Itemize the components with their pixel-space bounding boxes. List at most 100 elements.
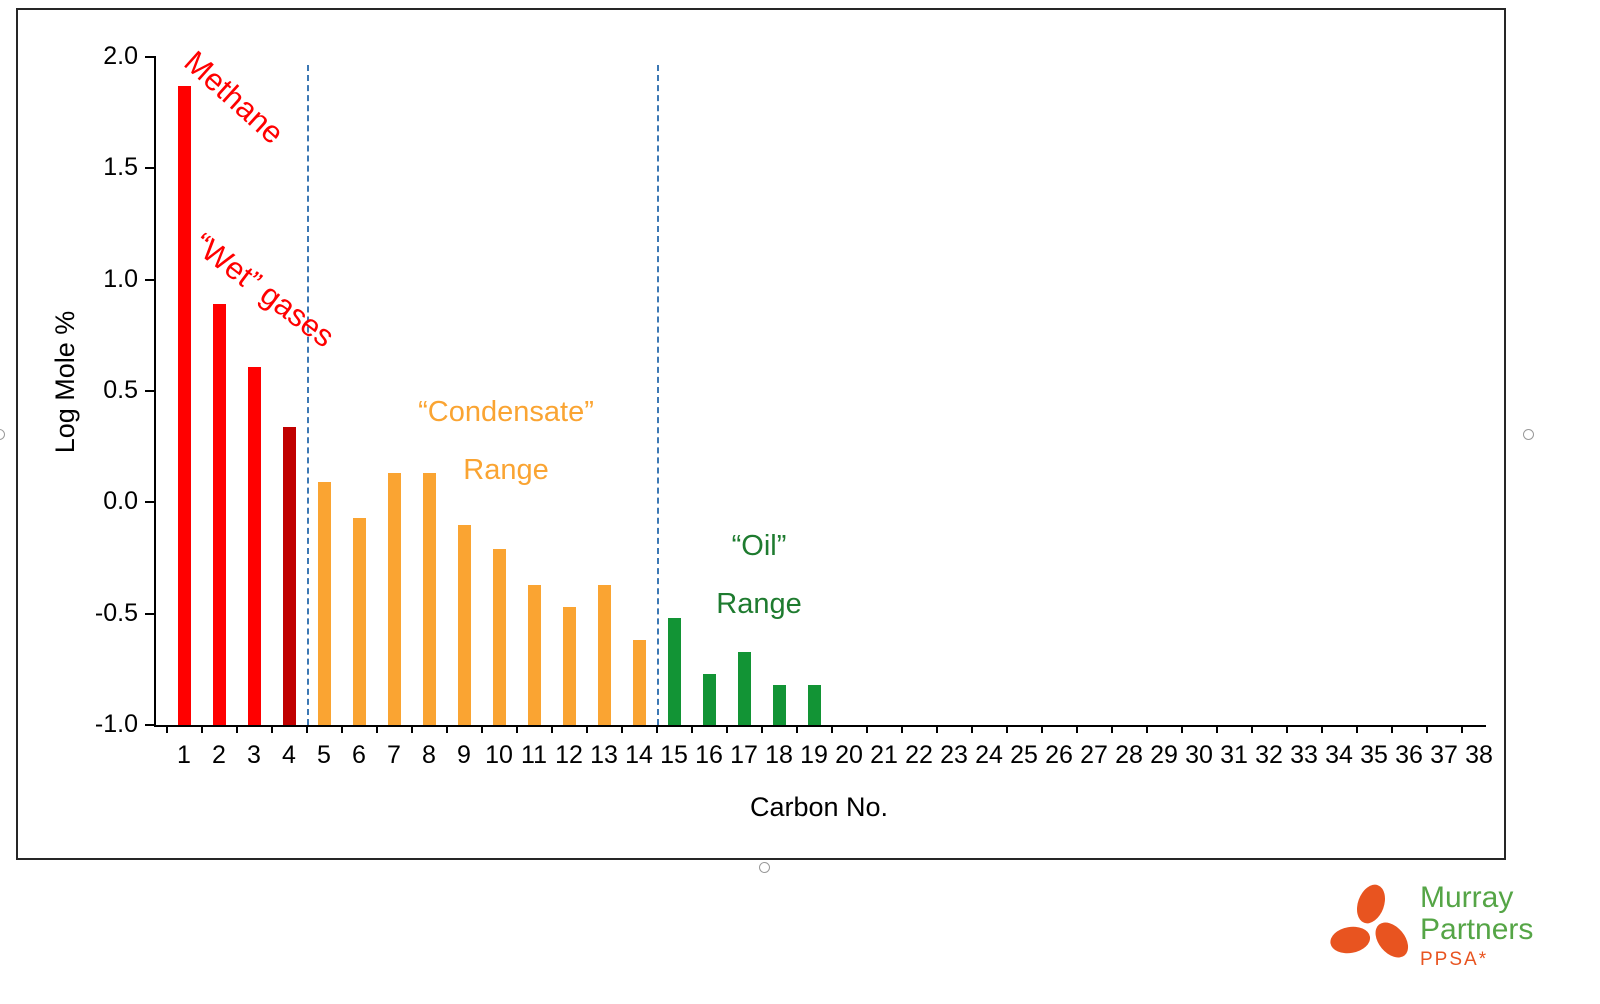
bar-c4 xyxy=(282,426,296,725)
x-axis-tick xyxy=(655,725,658,733)
y-tick-label: 2.0 xyxy=(103,42,138,70)
y-tick-label: 0.5 xyxy=(103,376,138,404)
logo-name-line1: Murray xyxy=(1420,881,1514,914)
bar-c1 xyxy=(177,85,191,725)
logo-murray-partners: Murray Partners PPSA* xyxy=(1330,882,1533,971)
x-tick-label: 6 xyxy=(352,741,366,769)
x-axis-tick xyxy=(1425,725,1428,733)
y-axis-title: Log Mole % xyxy=(50,310,80,454)
y-tick-label: -1.0 xyxy=(94,710,138,738)
x-axis-tick xyxy=(1005,725,1008,733)
x-axis-tick xyxy=(1320,725,1323,733)
annotation-condensate-range: “Condensate” Range xyxy=(394,383,618,499)
x-axis-tick xyxy=(445,725,448,733)
logo-name-line2: Partners xyxy=(1420,912,1534,946)
x-tick-label: 15 xyxy=(660,741,688,769)
x-axis-tick xyxy=(1355,725,1358,733)
x-axis-tick xyxy=(375,725,378,733)
x-axis-tick xyxy=(165,725,168,733)
y-axis-tick xyxy=(145,56,156,58)
x-axis-tick xyxy=(830,725,833,733)
y-axis-tick xyxy=(145,390,156,392)
bar-c14 xyxy=(632,640,646,725)
x-axis-tick xyxy=(270,725,273,733)
y-axis-tick xyxy=(145,724,156,726)
x-tick-label: 5 xyxy=(317,741,331,769)
bar-c19 xyxy=(807,684,821,725)
resize-handle-bottom[interactable] xyxy=(759,862,770,873)
y-axis-tick xyxy=(145,167,156,170)
x-axis-tick xyxy=(795,725,798,733)
x-tick-label: 18 xyxy=(765,741,793,769)
x-axis-tick xyxy=(410,725,413,733)
x-tick-label: 16 xyxy=(695,741,723,769)
x-tick-label: 27 xyxy=(1080,741,1108,769)
x-axis-tick xyxy=(305,725,308,733)
x-tick-label: 19 xyxy=(800,741,828,769)
x-axis-tick xyxy=(900,725,903,733)
x-axis-tick xyxy=(935,725,938,733)
x-tick-label: 24 xyxy=(975,741,1003,769)
x-tick-label: 36 xyxy=(1395,741,1423,769)
x-tick-label: 1 xyxy=(177,741,191,769)
y-tick-label: 1.0 xyxy=(103,264,138,293)
x-axis-tick xyxy=(1040,725,1043,733)
x-axis-tick xyxy=(620,725,623,733)
x-tick-label: 34 xyxy=(1325,741,1353,769)
x-tick-label: 22 xyxy=(905,741,933,769)
x-axis-tick xyxy=(1180,725,1183,733)
x-axis-tick xyxy=(1250,725,1253,733)
x-tick-label: 32 xyxy=(1255,741,1283,769)
x-tick-label: 31 xyxy=(1220,741,1248,769)
x-axis-tick xyxy=(760,725,763,733)
annotation-oil-range: “Oil” Range xyxy=(679,517,839,633)
x-axis-tick xyxy=(1390,725,1393,733)
bar-c17 xyxy=(737,651,751,725)
x-axis-tick xyxy=(865,725,868,733)
x-tick-label: 25 xyxy=(1010,741,1038,769)
x-tick-label: 23 xyxy=(940,741,968,769)
x-axis-tick xyxy=(515,725,518,733)
x-axis-tick xyxy=(200,725,203,733)
y-axis-tick xyxy=(145,612,156,615)
x-axis-tick xyxy=(340,725,343,733)
x-axis-tick xyxy=(1110,725,1113,733)
x-axis-title: Carbon No. xyxy=(749,792,889,822)
x-tick-label: 13 xyxy=(590,741,618,769)
bar-c8 xyxy=(422,473,436,725)
y-axis-tick xyxy=(145,501,156,504)
logo-subtitle: PPSA* xyxy=(1420,948,1489,970)
bar-c15 xyxy=(667,618,681,725)
x-tick-label: 11 xyxy=(521,741,547,769)
bar-c11 xyxy=(527,584,541,725)
bar-c13 xyxy=(597,584,611,725)
x-axis-tick xyxy=(725,725,728,733)
x-tick-label: 26 xyxy=(1045,741,1073,769)
x-tick-label: 8 xyxy=(422,741,436,769)
x-tick-label: 33 xyxy=(1290,741,1318,769)
bar-c7 xyxy=(387,473,401,725)
resize-handle-left[interactable] xyxy=(0,429,5,440)
annotation-condensate-line2: Range xyxy=(463,454,549,486)
annotation-oil-line2: Range xyxy=(716,588,802,620)
x-tick-label: 9 xyxy=(457,741,471,769)
range-divider-1 xyxy=(306,65,309,725)
y-tick-label: -0.5 xyxy=(94,598,138,627)
bar-c6 xyxy=(352,517,366,725)
resize-handle-right[interactable] xyxy=(1523,429,1534,440)
bar-c12 xyxy=(562,606,576,725)
x-axis-tick xyxy=(1460,725,1463,733)
bar-c16 xyxy=(702,673,716,725)
bar-c9 xyxy=(457,524,471,725)
x-tick-label: 29 xyxy=(1150,741,1178,769)
x-tick-label: 7 xyxy=(387,741,401,769)
bar-c5 xyxy=(317,482,331,725)
x-tick-label: 2 xyxy=(212,741,226,769)
annotation-condensate-line1: “Condensate” xyxy=(418,396,594,428)
x-tick-label: 21 xyxy=(870,741,898,769)
x-tick-label: 37 xyxy=(1430,741,1458,769)
x-axis-tick xyxy=(1075,725,1078,733)
x-tick-label: 3 xyxy=(247,741,261,769)
x-tick-label: 17 xyxy=(730,741,758,769)
x-axis-tick xyxy=(1215,725,1218,733)
